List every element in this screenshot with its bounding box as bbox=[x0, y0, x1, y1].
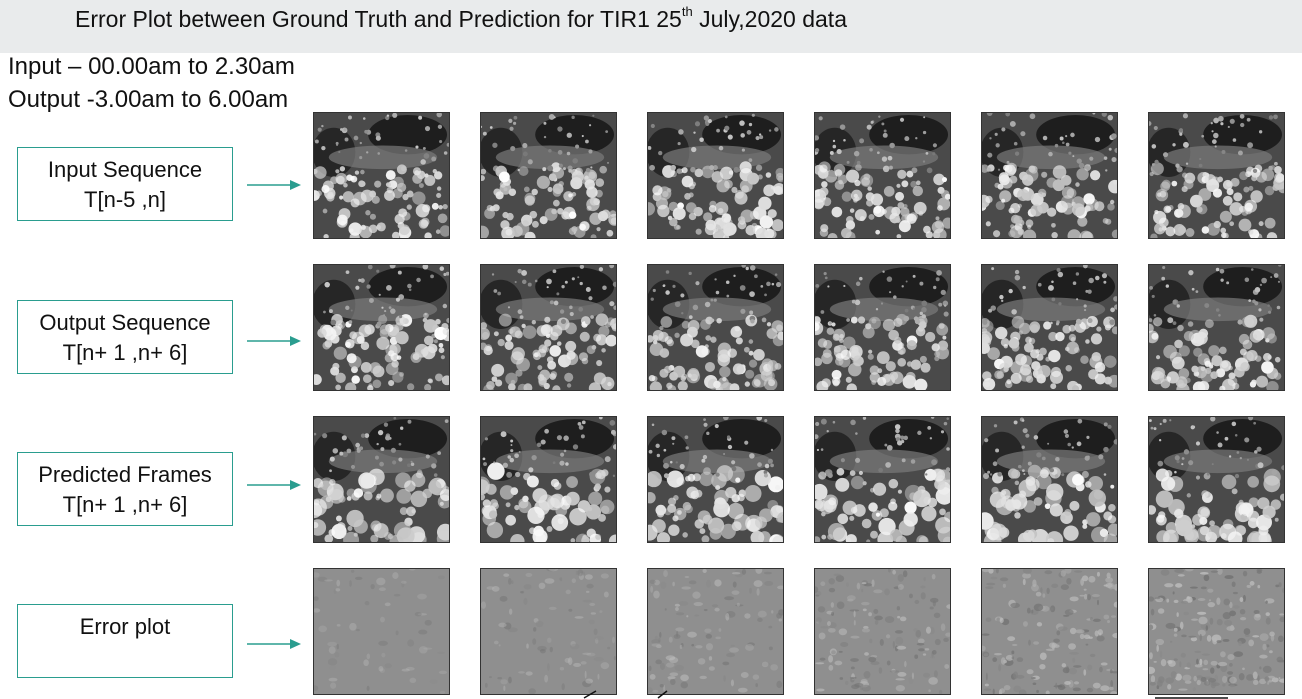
satellite-frame bbox=[1148, 112, 1285, 239]
arrow-right-icon bbox=[247, 180, 301, 190]
arrow-right-icon bbox=[247, 639, 301, 649]
row-label-line1: Error plot bbox=[79, 614, 171, 639]
row-label-line1: Input Sequence bbox=[47, 157, 203, 182]
output-range-text: Output -3.00am to 6.00am bbox=[8, 86, 289, 113]
bottom-edge-marks bbox=[583, 690, 1228, 699]
satellite-frame bbox=[313, 112, 450, 239]
input-range-text: Input – 00.00am to 2.30am bbox=[8, 53, 295, 80]
error-frame bbox=[313, 568, 450, 695]
satellite-frame bbox=[480, 112, 617, 239]
error-frame bbox=[1148, 568, 1285, 695]
satellite-frame bbox=[981, 112, 1118, 239]
satellite-frame bbox=[647, 264, 784, 391]
satellite-frame bbox=[814, 112, 951, 239]
row-label-line1: Output Sequence bbox=[39, 310, 211, 335]
satellite-frame bbox=[1148, 264, 1285, 391]
row-label-box: Input Sequence T[n-5 ,n] bbox=[17, 147, 233, 221]
row-label-line2: T[n-5 ,n] bbox=[84, 187, 166, 212]
row-label-box: Output Sequence T[n+ 1 ,n+ 6] bbox=[17, 300, 233, 374]
row-label-line2: T[n+ 1 ,n+ 6] bbox=[62, 340, 188, 365]
error-frame bbox=[814, 568, 951, 695]
error-frame bbox=[647, 568, 784, 695]
arrow-right-icon bbox=[247, 480, 301, 490]
predicted-frame bbox=[814, 416, 951, 543]
row-label-box: Error plot bbox=[17, 604, 233, 678]
row-label-box: Predicted Frames T[n+ 1 ,n+ 6] bbox=[17, 452, 233, 526]
predicted-frame bbox=[480, 416, 617, 543]
satellite-frame bbox=[981, 264, 1118, 391]
title-superscript: th bbox=[681, 4, 693, 19]
satellite-frame bbox=[647, 112, 784, 239]
satellite-frame bbox=[814, 264, 951, 391]
satellite-frame bbox=[313, 264, 450, 391]
page-title: Error Plot between Ground Truth and Pred… bbox=[75, 4, 847, 32]
row-label-line2: T[n+ 1 ,n+ 6] bbox=[62, 492, 188, 517]
arrow-right-icon bbox=[247, 336, 301, 346]
error-frame bbox=[981, 568, 1118, 695]
predicted-frame bbox=[647, 416, 784, 543]
satellite-frame bbox=[480, 264, 617, 391]
error-frame bbox=[480, 568, 617, 695]
predicted-frame bbox=[981, 416, 1118, 543]
predicted-frame bbox=[1148, 416, 1285, 543]
predicted-frame bbox=[313, 416, 450, 543]
row-label-line1: Predicted Frames bbox=[38, 462, 212, 487]
title-bar: Error Plot between Ground Truth and Pred… bbox=[0, 0, 1302, 53]
